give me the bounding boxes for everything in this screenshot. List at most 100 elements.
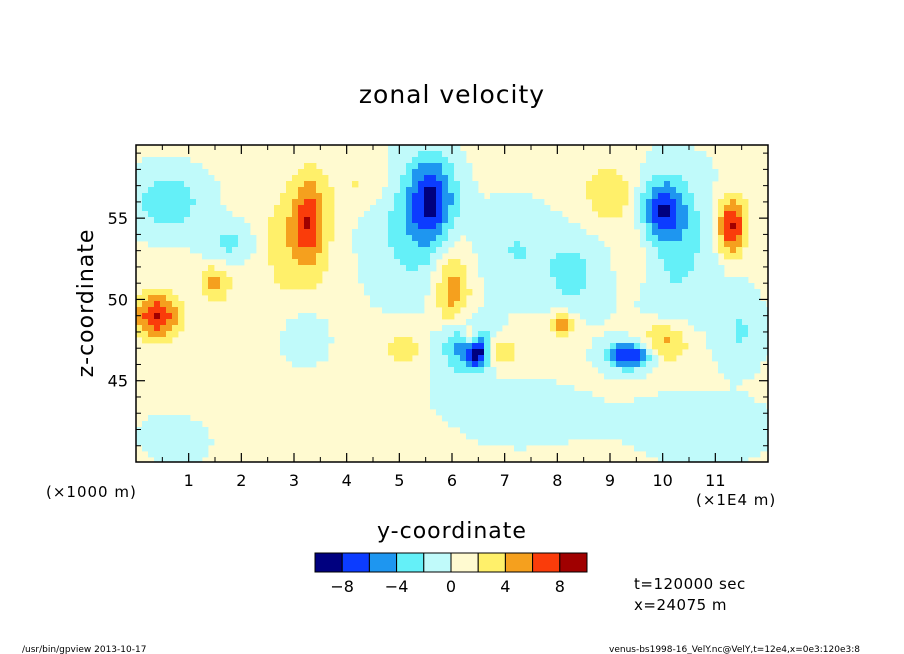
heatmap-cell [376,229,383,236]
heatmap-cell [562,223,569,230]
heatmap-cell [724,283,731,290]
heatmap-cell [424,229,431,236]
heatmap-cell [430,199,437,206]
heatmap-cell [184,217,191,224]
heatmap-cell [628,337,635,344]
heatmap-cell [664,157,671,164]
heatmap-cell [652,355,659,362]
heatmap-cell [418,229,425,236]
heatmap-cell [154,235,161,242]
heatmap-cell [580,307,587,314]
heatmap-cell [184,421,191,428]
heatmap-cell [664,169,671,176]
heatmap-cell [556,265,563,272]
heatmap-cell [202,169,209,176]
heatmap-cell [712,325,719,332]
heatmap-cell [442,247,449,254]
heatmap-cell [442,337,449,344]
heatmap-cell [214,205,221,212]
heatmap-cell [532,289,539,296]
heatmap-cell [142,319,149,326]
heatmap-cell [418,157,425,164]
heatmap-cell [220,271,227,278]
heatmap-cell [136,193,143,200]
heatmap-cell [406,337,413,344]
heatmap-cell [538,235,545,242]
heatmap-cell [478,217,485,224]
heatmap-cell [400,145,407,152]
heatmap-cell [706,205,713,212]
heatmap-cell [514,223,521,230]
heatmap-cell [148,337,155,344]
colorbar-label: 8 [555,577,565,596]
heatmap-cell [610,295,617,302]
heatmap-cell [460,151,467,158]
heatmap-cell [670,337,677,344]
heatmap-cell [496,205,503,212]
heatmap-cell [454,355,461,362]
heatmap-cell [274,205,281,212]
heatmap-cell [598,175,605,182]
heatmap-cell [736,379,743,386]
heatmap-cell [718,223,725,230]
heatmap-cell [190,439,197,446]
heatmap-cell [574,241,581,248]
heatmap-cell [202,247,209,254]
heatmap-cell [220,295,227,302]
heatmap-cell [142,337,149,344]
heatmap-cell [448,157,455,164]
heatmap-cell [646,409,653,416]
heatmap-cell [532,277,539,284]
heatmap-cell [394,301,401,308]
heatmap-cell [544,433,551,440]
heatmap-cell [406,247,413,254]
heatmap-cell [508,427,515,434]
heatmap-cell [136,307,143,314]
heatmap-cell [754,331,761,338]
heatmap-cell [142,289,149,296]
heatmap-cell [556,289,563,296]
heatmap-cell [214,187,221,194]
heatmap-cell [736,295,743,302]
heatmap-cell [298,199,305,206]
heatmap-cell [154,457,161,463]
heatmap-cell [706,337,713,344]
heatmap-cell [538,289,545,296]
heatmap-cell [310,253,317,260]
heatmap-cell [556,301,563,308]
heatmap-cell [448,397,455,404]
heatmap-cell [652,205,659,212]
heatmap-cell [400,301,407,308]
heatmap-cell [694,199,701,206]
y-tick-label: 45 [108,372,128,391]
heatmap-cell [502,313,509,320]
heatmap-cell [166,229,173,236]
heatmap-cell [286,331,293,338]
heatmap-cell [322,211,329,218]
heatmap-cell [496,223,503,230]
heatmap-cell [640,295,647,302]
heatmap-cell [424,211,431,218]
heatmap-cell [316,253,323,260]
heatmap-cell [550,223,557,230]
heatmap-cell [430,337,437,344]
heatmap-cell [196,451,203,458]
heatmap-cell [400,235,407,242]
heatmap-cell [568,415,575,422]
heatmap-cell [442,415,449,422]
heatmap-cell [418,205,425,212]
heatmap-cell [730,415,737,422]
heatmap-cell [682,247,689,254]
heatmap-cell [742,217,749,224]
heatmap-cell [304,313,311,320]
heatmap-cell [310,241,317,248]
heatmap-cell [136,433,143,440]
heatmap-cell [184,415,191,422]
heatmap-cell [184,223,191,230]
heatmap-cell [442,343,449,350]
heatmap-cell [736,367,743,374]
heatmap-cell [562,271,569,278]
heatmap-cell [574,253,581,260]
heatmap-cell [664,331,671,338]
heatmap-cell [454,283,461,290]
